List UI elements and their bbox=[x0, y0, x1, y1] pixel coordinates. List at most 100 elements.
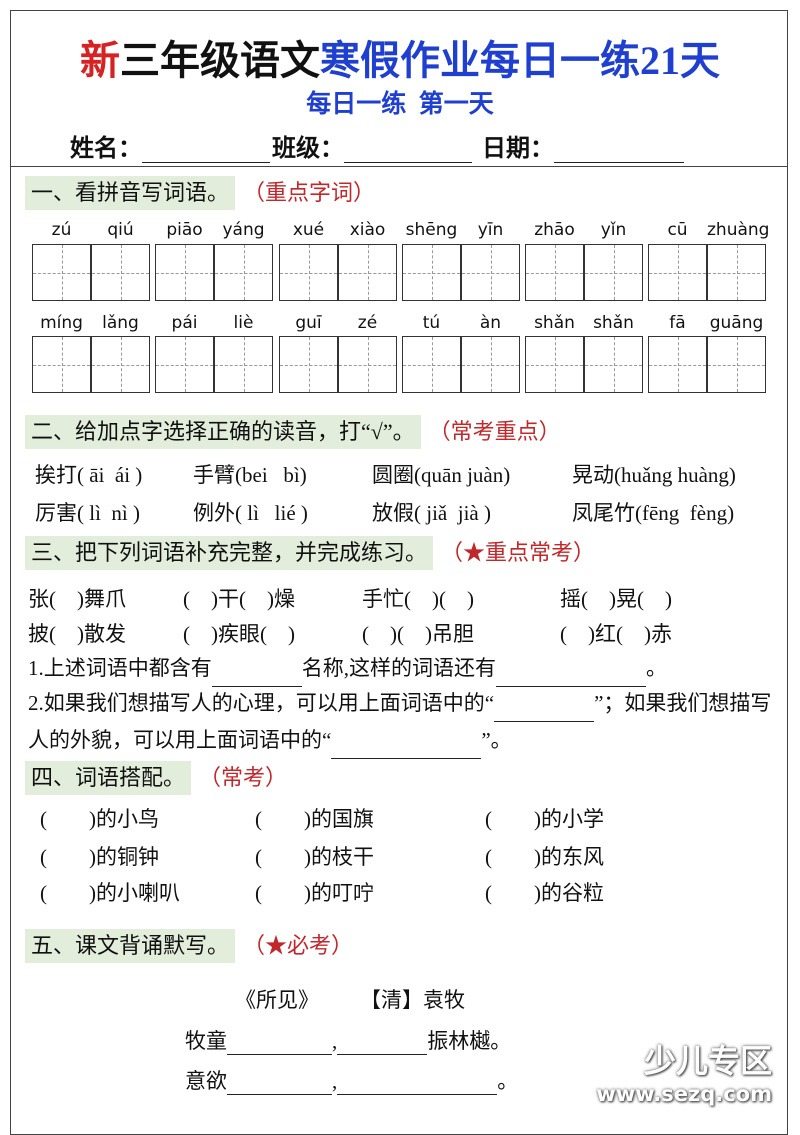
pinyin: liè bbox=[233, 313, 254, 333]
question-text: 2.如果我们想描写人的心理，可以用上面词语中的“ bbox=[28, 691, 495, 715]
writing-box bbox=[584, 336, 643, 393]
idiom-item: 摇( )晃( ) bbox=[560, 587, 672, 611]
matching-item: ( )的小学 bbox=[485, 807, 604, 831]
reading-item: 凤尾竹(fēng fèng) bbox=[572, 501, 735, 525]
reading-item: 例外( lì lié ) bbox=[193, 501, 308, 525]
pinyin: pái bbox=[171, 313, 198, 333]
pinyin: míng bbox=[40, 313, 83, 333]
writing-box bbox=[338, 244, 397, 301]
reading-item: 厉害( lì nì ) bbox=[35, 501, 140, 525]
pinyin: zhāo bbox=[534, 220, 575, 240]
section-heading: 二、给加点字选择正确的读音，打“√”。 （常考重点） bbox=[25, 415, 561, 449]
writing-box bbox=[525, 244, 584, 301]
poem-text: , bbox=[332, 1029, 338, 1053]
watermark: 少儿专区 bbox=[643, 1042, 772, 1080]
matching-item: ( )的小鸟 bbox=[40, 807, 159, 831]
separator bbox=[10, 166, 788, 167]
heading-text: 五、课文背诵默写。 bbox=[25, 929, 236, 963]
idiom-item: ( )干( )燥 bbox=[183, 587, 295, 611]
idiom-item: ( )疾眼( ) bbox=[183, 622, 295, 646]
idiom-item: ( )红( )赤 bbox=[560, 622, 672, 646]
matching-item: ( )的铜钟 bbox=[40, 845, 159, 869]
writing-box bbox=[214, 244, 273, 301]
pinyin: piāo bbox=[166, 220, 203, 240]
writing-box bbox=[707, 244, 766, 301]
writing-box bbox=[155, 244, 214, 301]
pinyin: xué bbox=[292, 220, 325, 240]
section-heading: 三、把下列词语补充完整，并完成练习。 （★重点常考） bbox=[25, 536, 595, 570]
idiom-item: 张( )舞爪 bbox=[28, 587, 126, 611]
pinyin: qiú bbox=[107, 220, 134, 240]
matching-item: ( )的叮咛 bbox=[255, 881, 374, 905]
field-label: 日期： bbox=[482, 136, 554, 162]
matching-item: ( )的国旗 bbox=[255, 807, 374, 831]
pinyin: cū bbox=[667, 220, 688, 240]
heading-text: 四、词语搭配。 bbox=[25, 761, 192, 795]
title-part: 新 bbox=[80, 38, 120, 83]
pinyin: zé bbox=[357, 313, 378, 333]
heading-text: 一、看拼音写词语。 bbox=[25, 176, 236, 210]
writing-box bbox=[338, 336, 397, 393]
pinyin: yáng bbox=[222, 220, 265, 240]
question: 2.如果我们想描写人的心理，可以用上面词语中的“ ”；如果我们想描写人的外貌，可以… bbox=[28, 685, 780, 759]
question: 1.上述词语中都含有 名称,这样的词语还有 。 bbox=[28, 650, 780, 687]
date-field: 日期： bbox=[482, 128, 684, 163]
pinyin: lǎng bbox=[102, 313, 139, 333]
writing-box bbox=[584, 244, 643, 301]
reading-item: 手臂(bei bì) bbox=[193, 463, 307, 487]
poem-text: 意欲 bbox=[185, 1069, 227, 1093]
pinyin: guāng bbox=[709, 313, 764, 333]
poem-text: 。 bbox=[497, 1069, 519, 1093]
writing-box bbox=[402, 336, 461, 393]
idiom-item: 披( )散发 bbox=[28, 622, 126, 646]
title: 新三年级语文寒假作业每日一练21天 bbox=[0, 28, 800, 86]
field-label: 姓名： bbox=[70, 136, 142, 162]
poem-title: 《所见》 bbox=[235, 988, 319, 1012]
pinyin: guī bbox=[295, 313, 322, 333]
writing-box bbox=[155, 336, 214, 393]
writing-box bbox=[648, 244, 707, 301]
matching-item: ( )的枝干 bbox=[255, 845, 374, 869]
question-text: ”；如果我们想描写人的外貌，可以用上面词语中的“ bbox=[28, 691, 772, 752]
reading-item: 放假( jiǎ jià ) bbox=[372, 501, 491, 525]
writing-box bbox=[32, 336, 91, 393]
heading-text: 三、把下列词语补充完整，并完成练习。 bbox=[25, 536, 434, 570]
reading-item: 圆圈(quān juàn) bbox=[372, 463, 511, 487]
section-heading: 四、词语搭配。 （常考） bbox=[25, 761, 287, 795]
writing-box bbox=[402, 244, 461, 301]
heading-tag: （常考） bbox=[199, 765, 288, 790]
writing-box bbox=[707, 336, 766, 393]
name-field: 姓名： bbox=[70, 128, 270, 163]
subtitle: 每日一练 第一天 bbox=[306, 91, 494, 118]
section-heading: 一、看拼音写词语。 （重点字词） bbox=[25, 176, 375, 210]
question-text: 1.上述词语中都含有 bbox=[28, 656, 212, 680]
heading-text: 二、给加点字选择正确的读音，打“√”。 bbox=[25, 415, 421, 449]
class-field: 班级： bbox=[272, 128, 472, 163]
writing-box bbox=[32, 244, 91, 301]
matching-item: ( )的谷粒 bbox=[485, 881, 604, 905]
pinyin: shǎn bbox=[534, 313, 575, 333]
question-text: 名称,这样的词语还有 bbox=[301, 656, 496, 680]
section-heading: 五、课文背诵默写。 （★必考） bbox=[25, 929, 353, 963]
writing-box bbox=[279, 336, 338, 393]
poem-line: 牧童, 振林樾。 bbox=[185, 1025, 511, 1055]
pinyin: shēng bbox=[405, 220, 458, 240]
poem-author: 【清】袁牧 bbox=[360, 988, 465, 1012]
writing-box bbox=[91, 244, 150, 301]
question-text: 。 bbox=[646, 656, 667, 680]
writing-box bbox=[648, 336, 707, 393]
heading-tag: （重点字词） bbox=[243, 180, 376, 205]
writing-box bbox=[91, 336, 150, 393]
reading-item: 挨打( āi ái ) bbox=[35, 463, 143, 487]
title-part: 三年级语文 bbox=[120, 38, 320, 83]
idiom-item: ( )( )吊胆 bbox=[362, 622, 474, 646]
pinyin: xiào bbox=[349, 220, 386, 240]
heading-tag: （常考重点） bbox=[428, 419, 561, 444]
watermark-url: www.sezq.com bbox=[596, 1082, 772, 1106]
pinyin: tú bbox=[422, 313, 441, 333]
heading-tag: （★必考） bbox=[243, 933, 354, 958]
pinyin: zú bbox=[51, 220, 72, 240]
poem-text: 牧童 bbox=[185, 1029, 227, 1053]
poem-text: , bbox=[332, 1069, 338, 1093]
